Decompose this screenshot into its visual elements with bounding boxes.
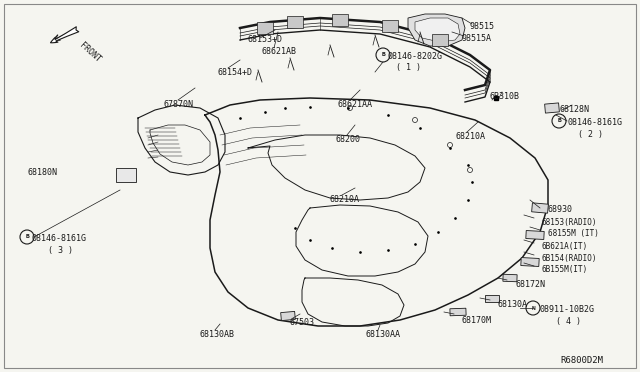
Text: 08146-8161G: 08146-8161G: [32, 234, 87, 243]
Polygon shape: [545, 103, 559, 113]
Text: 6B154(RADIO): 6B154(RADIO): [542, 254, 598, 263]
FancyBboxPatch shape: [287, 16, 303, 28]
Text: 68621AA: 68621AA: [338, 100, 373, 109]
Text: FRONT: FRONT: [78, 41, 102, 65]
Text: 68930: 68930: [548, 205, 573, 214]
FancyBboxPatch shape: [332, 14, 348, 26]
Polygon shape: [521, 257, 539, 266]
FancyBboxPatch shape: [257, 22, 273, 34]
Polygon shape: [503, 274, 517, 282]
Text: ( 1 ): ( 1 ): [396, 63, 421, 72]
Text: 08911-10B2G: 08911-10B2G: [540, 305, 595, 314]
Text: 67870N: 67870N: [164, 100, 194, 109]
Text: B: B: [25, 234, 29, 240]
Polygon shape: [485, 295, 499, 301]
Polygon shape: [532, 203, 548, 213]
FancyBboxPatch shape: [432, 34, 448, 46]
Text: N: N: [531, 305, 535, 311]
Text: 68128N: 68128N: [560, 105, 590, 114]
Text: 68130AB: 68130AB: [200, 330, 235, 339]
Text: 08146-8161G: 08146-8161G: [568, 118, 623, 127]
Text: B: B: [381, 52, 385, 58]
FancyBboxPatch shape: [382, 20, 398, 32]
Text: 68130A: 68130A: [498, 300, 528, 309]
Text: 68153+D: 68153+D: [248, 35, 283, 44]
Text: 68172N: 68172N: [515, 280, 545, 289]
Text: 68155M (IT): 68155M (IT): [548, 229, 599, 238]
Text: 68153(RADIO): 68153(RADIO): [542, 218, 598, 227]
Polygon shape: [415, 18, 460, 42]
Text: 08146-8202G: 08146-8202G: [388, 52, 443, 61]
Text: 6B310B: 6B310B: [490, 92, 520, 101]
Polygon shape: [116, 168, 136, 182]
Text: 68154+D: 68154+D: [218, 68, 253, 77]
Text: ( 4 ): ( 4 ): [556, 317, 581, 326]
Text: 68200: 68200: [335, 135, 360, 144]
Text: 6B155M(IT): 6B155M(IT): [542, 265, 588, 274]
Polygon shape: [450, 308, 466, 316]
Text: 68210A: 68210A: [455, 132, 485, 141]
Text: 68210A: 68210A: [330, 195, 360, 204]
Polygon shape: [526, 231, 544, 240]
Text: ( 2 ): ( 2 ): [578, 130, 603, 139]
Text: 98515A: 98515A: [462, 34, 492, 43]
Text: 68180N: 68180N: [28, 168, 58, 177]
Polygon shape: [281, 311, 295, 321]
Text: 68621AB: 68621AB: [262, 47, 297, 56]
Text: R6800D2M: R6800D2M: [560, 356, 603, 365]
Text: 68170M: 68170M: [462, 316, 492, 325]
Text: 68130AA: 68130AA: [365, 330, 400, 339]
Text: 67503: 67503: [290, 318, 315, 327]
Text: ( 3 ): ( 3 ): [48, 246, 73, 255]
Text: B: B: [557, 119, 561, 124]
Text: 6B621A(IT): 6B621A(IT): [542, 242, 588, 251]
Polygon shape: [408, 14, 465, 46]
Text: 98515: 98515: [470, 22, 495, 31]
